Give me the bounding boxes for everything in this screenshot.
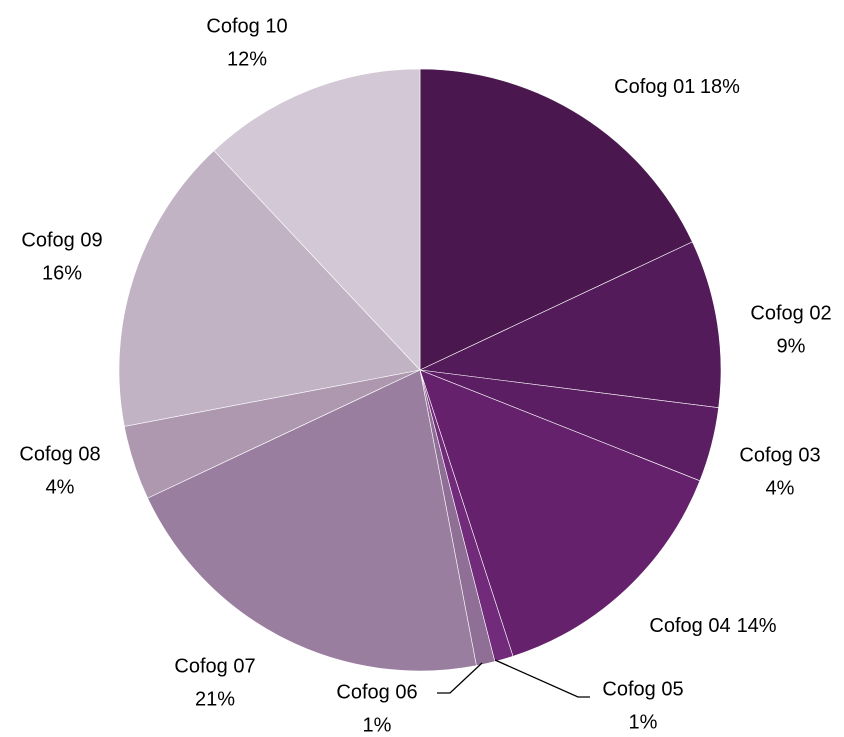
- category-label: Cofog 09: [21, 229, 102, 251]
- value-label: 9%: [777, 335, 806, 357]
- category-label: Cofog 04: [649, 615, 730, 637]
- category-label: Cofog 07: [174, 655, 255, 677]
- value-label: 12%: [227, 48, 267, 70]
- pie-slice: [213, 68, 421, 371]
- category-label: Cofog 06: [336, 681, 417, 703]
- value-label: 1%: [363, 714, 392, 736]
- category-label: Cofog 05: [602, 678, 683, 700]
- value-label: 14%: [737, 615, 777, 637]
- category-label: Cofog 10: [206, 15, 287, 37]
- leader-line: [437, 662, 483, 694]
- value-label: 21%: [195, 688, 235, 710]
- category-label: Cofog 01: [614, 76, 695, 98]
- leader-line: [494, 659, 590, 698]
- category-label: Cofog 08: [19, 443, 100, 465]
- value-label: 16%: [42, 262, 82, 284]
- slice-label: Cofog 04 14%: [649, 615, 776, 637]
- category-label: Cofog 03: [739, 444, 820, 466]
- pie-slice: [418, 241, 722, 409]
- value-label: 4%: [766, 477, 795, 499]
- pie-slice: [419, 68, 693, 371]
- value-label: 18%: [700, 76, 740, 98]
- value-label: 1%: [629, 711, 658, 733]
- value-label: 4%: [46, 476, 75, 498]
- pie-slice: [118, 150, 421, 427]
- pie-slice: [147, 369, 477, 672]
- slice-label: Cofog 01 18%: [614, 76, 740, 98]
- category-label: Cofog 02: [750, 302, 831, 324]
